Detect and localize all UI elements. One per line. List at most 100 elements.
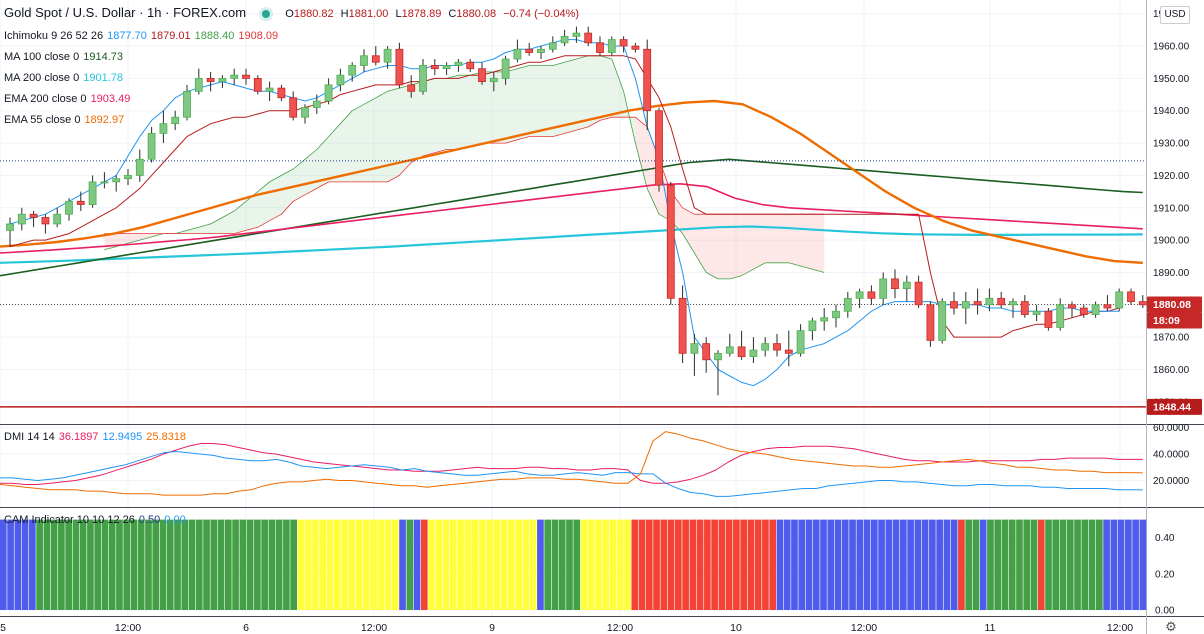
cam-legend[interactable]: CAM Indicator 10 10 12 26 0.50 0.00 xyxy=(4,513,190,527)
candle-body xyxy=(961,301,970,309)
currency-button[interactable]: USD xyxy=(1160,6,1190,24)
indicator-legend-value: 1901.78 xyxy=(83,72,123,84)
candle xyxy=(1020,295,1029,318)
candle xyxy=(183,84,191,121)
cam-bar xyxy=(159,519,167,610)
candle xyxy=(6,217,14,247)
time-axis-tick: 12:00 xyxy=(115,622,141,634)
cam-bar xyxy=(754,519,762,610)
chart-title-row[interactable]: Gold Spot / U.S. Dollar · 1h · FOREX.com… xyxy=(4,6,587,21)
cam-bar xyxy=(246,519,254,610)
cam-legend-label: CAM Indicator 10 10 12 26 xyxy=(4,514,135,526)
cam-bar xyxy=(682,519,689,610)
candle xyxy=(926,301,935,347)
cam-bar xyxy=(188,519,196,610)
cam-bar xyxy=(675,519,682,610)
ichimoku-cloud-segment xyxy=(682,207,695,254)
cam-bar xyxy=(704,519,711,610)
candle-body xyxy=(265,87,274,92)
candle xyxy=(643,39,652,131)
cam-bars xyxy=(0,519,1147,610)
cam-bar xyxy=(1117,519,1125,610)
ichimoku-cloud-segment xyxy=(246,191,258,231)
indicator-legend[interactable]: MA 200 close 0 1901.78 xyxy=(4,71,127,85)
cam-bar xyxy=(217,519,225,610)
candle-body xyxy=(820,317,829,322)
candle xyxy=(961,291,970,325)
gear-icon[interactable]: ⚙ xyxy=(1165,619,1177,634)
close-label: C xyxy=(448,8,457,20)
candle xyxy=(265,81,274,102)
time-axis-tick: 6 xyxy=(243,622,249,634)
candle xyxy=(761,337,770,357)
indicator-legend-label: MA 100 close 0 xyxy=(4,51,80,63)
cam-bar xyxy=(210,519,218,610)
low-label: L xyxy=(395,8,402,20)
candle-body xyxy=(678,297,687,354)
ichimoku-cloud-segment xyxy=(446,75,459,150)
ichimoku-cloud-segment xyxy=(505,68,518,144)
cam-bar xyxy=(500,519,508,610)
candle xyxy=(808,317,817,341)
price-axis-tick: 1950.00 xyxy=(1153,74,1190,85)
ichimoku-cloud-segment xyxy=(611,58,624,118)
candle-body xyxy=(348,65,357,76)
ichimoku-cloud-segment xyxy=(340,110,353,182)
candle-body xyxy=(1138,301,1147,306)
time-axis-labels: 5 12:00 6 12:00 9 12:00 10 12:00 11 12:00 xyxy=(0,622,1133,634)
ichimoku-cloud-segment xyxy=(222,211,235,234)
candle xyxy=(419,58,427,95)
indicator-legend-value: 1903.49 xyxy=(90,93,131,105)
candle-body xyxy=(253,77,262,92)
cam-axis-tick: 0.00 xyxy=(1155,606,1175,617)
candle-body xyxy=(1020,301,1029,315)
indicator-legend[interactable]: MA 100 close 0 1914.73 xyxy=(4,50,127,64)
candle xyxy=(277,84,286,102)
candle-body xyxy=(183,90,191,118)
cam-bar xyxy=(762,519,769,610)
candle-body xyxy=(832,310,840,319)
candle-body xyxy=(938,301,947,341)
candle-body xyxy=(454,61,463,66)
dmi-legend[interactable]: DMI 14 14 36.1897 12.9495 25.8318 xyxy=(4,430,190,444)
ichimoku-cloud-segment xyxy=(765,214,777,263)
time-axis-tick: 9 xyxy=(489,622,495,634)
candle xyxy=(749,337,758,364)
cam-bar xyxy=(261,519,268,610)
cam-bar xyxy=(428,519,435,610)
ohlc-readout: O1880.82 H1881.00 L1878.89 C1880.08 −0.7… xyxy=(285,8,583,20)
cam-bar xyxy=(645,519,653,610)
ichimoku-cloud-segment xyxy=(458,75,471,150)
cam-bar xyxy=(508,519,515,610)
candle-body xyxy=(371,55,380,63)
cam-bar xyxy=(907,519,914,610)
candle xyxy=(489,71,498,92)
candle-body xyxy=(395,48,404,86)
candle-body xyxy=(891,278,899,290)
indicator-legend[interactable]: EMA 55 close 0 1892.97 xyxy=(4,113,128,127)
cam-bar xyxy=(1066,519,1074,610)
support-level-badge-bg xyxy=(1147,398,1202,415)
symbol-title[interactable]: Gold Spot / U.S. Dollar · 1h · FOREX.com xyxy=(4,5,247,20)
cam-bar xyxy=(341,519,348,610)
ichimoku-cloud-segment xyxy=(234,201,246,234)
indicator-legend[interactable]: EMA 200 close 0 1903.49 xyxy=(4,92,134,106)
ichimoku-cloud-segment xyxy=(210,217,223,234)
candle-body xyxy=(1056,304,1065,328)
candle xyxy=(253,75,262,95)
candle-body xyxy=(277,87,286,99)
ichimoku-cloud-segment xyxy=(434,78,447,153)
candle xyxy=(442,62,451,76)
cam-bar xyxy=(384,519,392,610)
cam-bar xyxy=(195,519,203,610)
time-axis-tick: 10 xyxy=(730,622,742,634)
candle-body xyxy=(29,213,38,218)
price-axis-tick: 1940.00 xyxy=(1153,106,1190,117)
candle-body xyxy=(773,343,781,351)
candle-body xyxy=(879,278,888,299)
market-status-icon xyxy=(261,9,270,18)
cam-bar xyxy=(950,519,958,610)
indicator-legend[interactable]: Ichimoku 9 26 52 26 1877.70 1879.01 1888.40… xyxy=(4,29,282,43)
candle-body xyxy=(1044,310,1053,328)
